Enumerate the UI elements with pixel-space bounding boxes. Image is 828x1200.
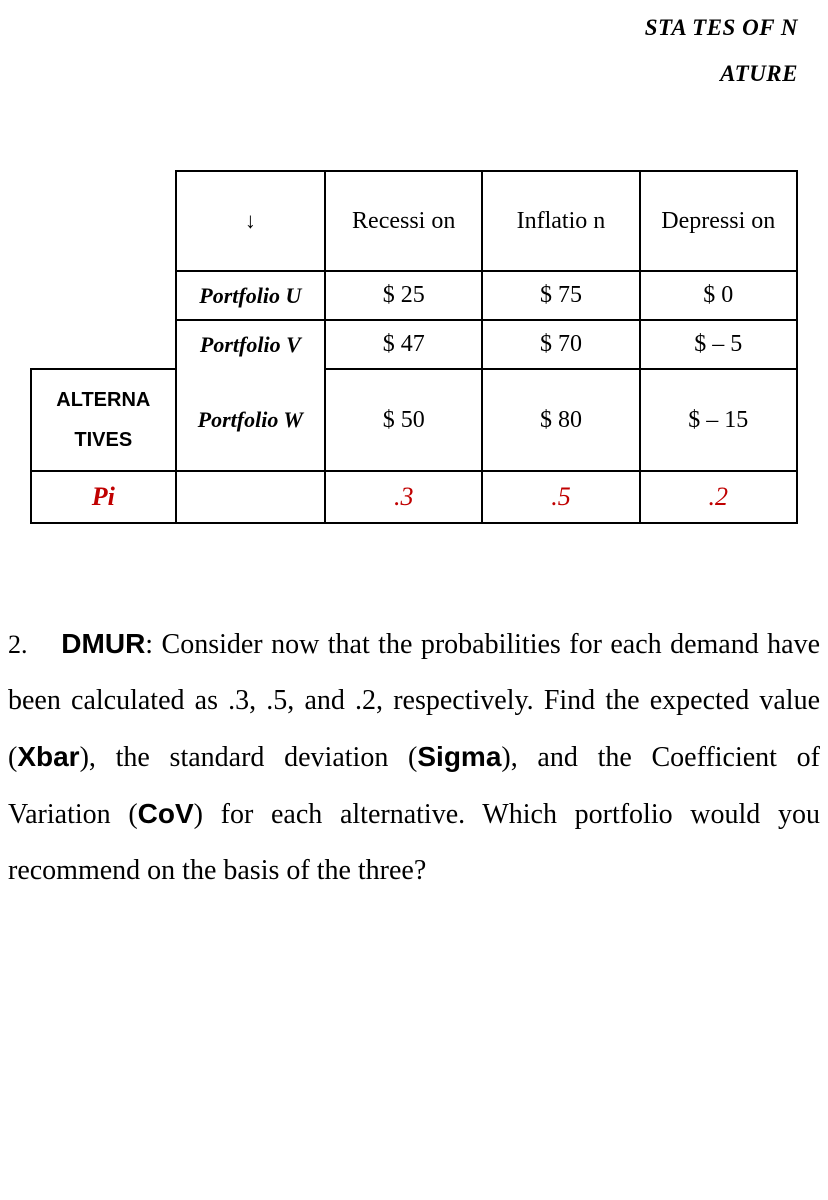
cell-value: $ – 5 [640, 320, 797, 369]
cell-value: $ 75 [482, 271, 639, 320]
prob-depression: .2 [640, 471, 797, 523]
portfolio-label-w: Portfolio W [176, 369, 325, 471]
probability-row: Pi .3 .5 .2 [31, 471, 797, 523]
payoff-table: ↓ Recessi on Inflatio n Depressi on Port… [30, 170, 798, 524]
question-text: ), the standard deviation ( [80, 742, 418, 773]
state-header-depression: Depressi on [640, 171, 797, 271]
state-header-recession: Recessi on [325, 171, 482, 271]
pi-label: Pi [31, 471, 176, 523]
sigma-label: Sigma [417, 741, 501, 772]
states-of-nature-header: STA TES OF N ATURE [598, 5, 798, 97]
blank-cell [31, 171, 176, 271]
prob-recession: .3 [325, 471, 482, 523]
cell-value: $ 0 [640, 271, 797, 320]
blank-cell [176, 471, 325, 523]
table-row: Portfolio U $ 25 $ 75 $ 0 [31, 271, 797, 320]
dmur-label: DMUR [61, 628, 145, 659]
payoff-table-container: ↓ Recessi on Inflatio n Depressi on Port… [30, 170, 798, 524]
cell-value: $ 70 [482, 320, 639, 369]
arrow-cell: ↓ [176, 171, 325, 271]
state-header-inflation: Inflatio n [482, 171, 639, 271]
table-header-row: ↓ Recessi on Inflatio n Depressi on [31, 171, 797, 271]
portfolio-label-v: Portfolio V [176, 320, 325, 369]
cell-value: $ 50 [325, 369, 482, 471]
cell-value: $ 47 [325, 320, 482, 369]
cov-label: CoV [138, 798, 194, 829]
alternatives-label: ALTERNA TIVES [31, 369, 176, 471]
xbar-label: Xbar [17, 741, 79, 772]
question-number: 2. [8, 630, 28, 659]
blank-cell [31, 271, 176, 369]
cell-value: $ 25 [325, 271, 482, 320]
cell-value: $ 80 [482, 369, 639, 471]
document-page: STA TES OF N ATURE ↓ Recessi on Inflatio… [0, 0, 828, 1200]
prob-inflation: .5 [482, 471, 639, 523]
cell-value: $ – 15 [640, 369, 797, 471]
portfolio-label-u: Portfolio U [176, 271, 325, 320]
question-paragraph: 2. DMUR: Consider now that the probabili… [8, 616, 820, 899]
